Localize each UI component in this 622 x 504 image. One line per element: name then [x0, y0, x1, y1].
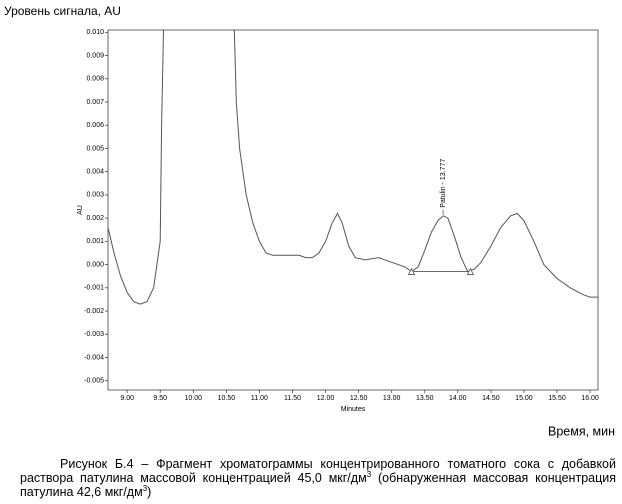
signal-line [108, 30, 598, 305]
x-tick-label: 13.00 [383, 395, 401, 402]
caption-text: ) [147, 485, 152, 499]
x-tick-label: 10.50 [218, 395, 236, 402]
y-tick-label: -0.002 [84, 308, 104, 315]
y-tick-label: 0.009 [86, 52, 104, 59]
chart: Уровень сигнала, AU Время, мин Minutes A… [4, 4, 615, 438]
y-tick-label: 0.005 [86, 145, 104, 152]
peak-label: Patulin - 13.777 [440, 159, 447, 208]
y-tick-label: 0.001 [86, 238, 104, 245]
caption-text: (обнаруженная массовая концентрация пату… [20, 471, 617, 499]
y-title: Уровень сигнала, AU [4, 4, 121, 18]
y-tick-label: 0.002 [86, 215, 104, 222]
y-axis-label: AU [77, 205, 84, 215]
x-axis-label: Minutes [341, 406, 366, 413]
y-tick-label: 0.008 [86, 76, 104, 83]
y-tick-label: -0.003 [84, 331, 104, 338]
y-tick-label: 0.004 [86, 169, 104, 176]
x-tick-label: 13.50 [416, 395, 434, 402]
x-tick-label: 15.00 [515, 395, 533, 402]
baseline-marker [466, 267, 475, 275]
y-tick-label: -0.004 [84, 354, 104, 361]
x-tick-label: 12.00 [317, 395, 335, 402]
x-tick-label: 15.50 [548, 395, 566, 402]
x-title: Время, мин [548, 424, 615, 438]
x-tick-label: 14.50 [482, 395, 500, 402]
x-tick-label: 11.00 [251, 395, 268, 402]
x-tick-label: 9.00 [120, 395, 134, 402]
caption-sup: 3 [142, 483, 148, 493]
y-tick-label: -0.001 [84, 285, 104, 292]
caption: Рисунок Б.4 – Фрагмент хроматограммы кон… [20, 457, 616, 499]
x-tick-label: 16.00 [581, 395, 599, 402]
x-tick-label: 14.00 [449, 395, 467, 402]
y-tick-label: 0.003 [86, 192, 104, 199]
y-tick-label: 0.006 [86, 122, 104, 129]
y-tick-label: 0.007 [86, 99, 104, 106]
x-tick-label: 9.50 [153, 395, 167, 402]
caption-text: Рисунок Б.4 – Фрагмент хроматограммы кон… [20, 457, 616, 485]
caption-sup: 3 [366, 469, 372, 479]
y-tick-label: 0.000 [86, 261, 104, 268]
x-tick-label: 12.50 [350, 395, 368, 402]
y-tick-label: 0.010 [86, 29, 104, 36]
x-tick-label: 11.50 [284, 395, 301, 402]
baseline-marker [407, 267, 416, 275]
y-tick-label: -0.005 [84, 378, 104, 385]
plot-frame [107, 29, 599, 391]
x-tick-label: 10.00 [185, 395, 203, 402]
